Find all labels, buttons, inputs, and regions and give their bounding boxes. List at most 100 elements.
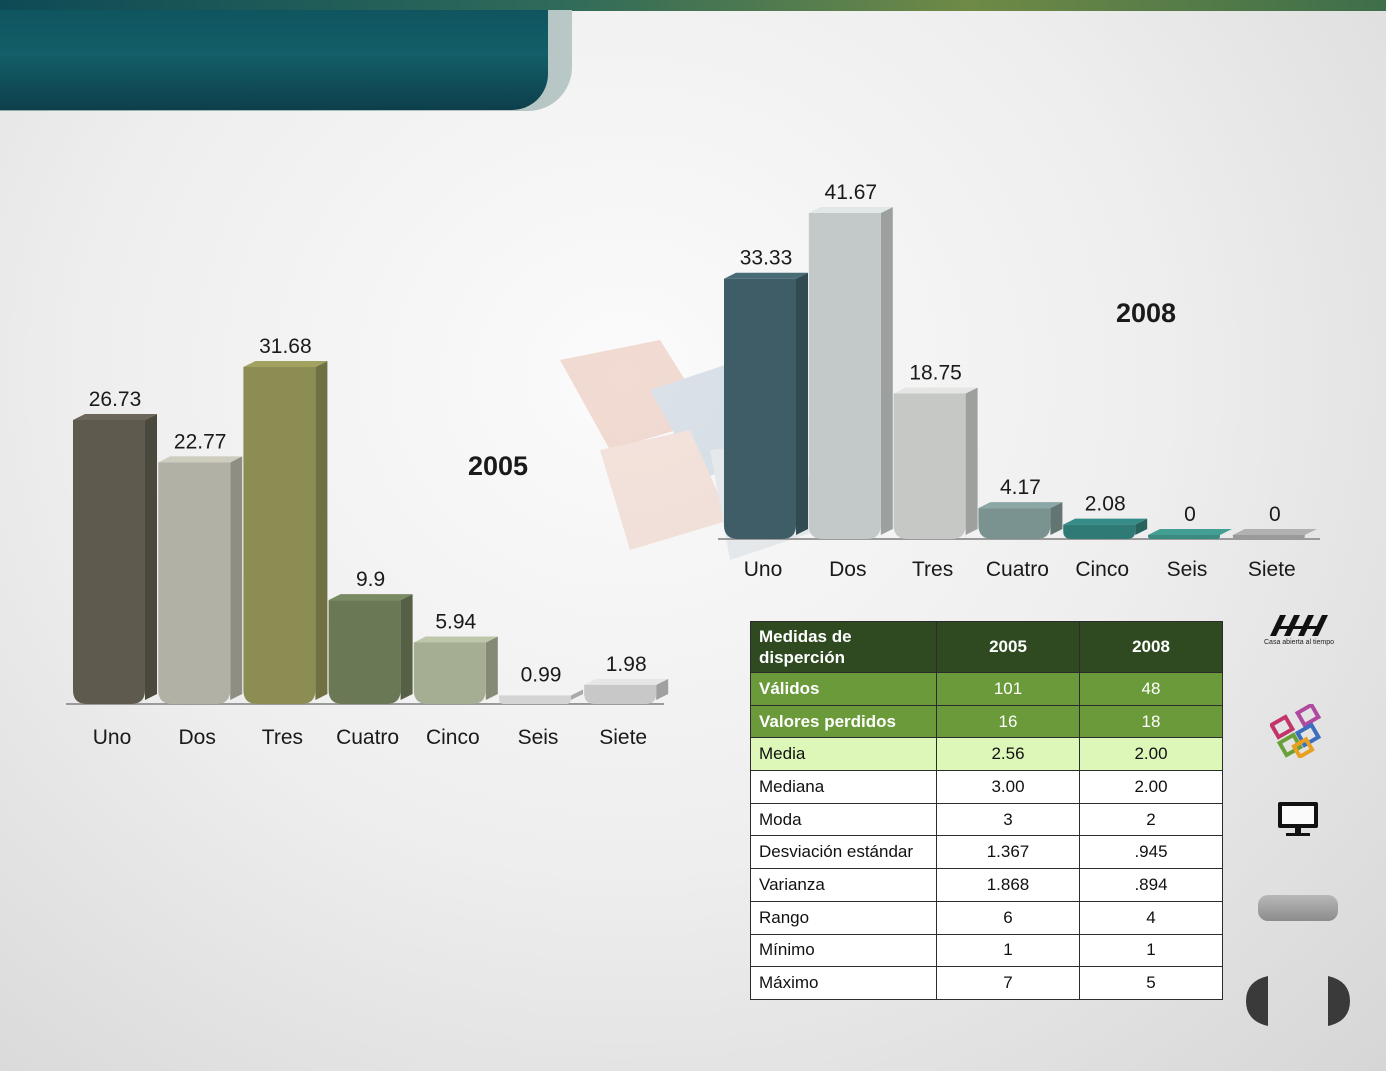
value-2005: 3 [936, 802, 1080, 837]
bar-top [499, 689, 583, 696]
category-label: Siete [1248, 558, 1296, 581]
table-row: Desviación estándar 1.367.945 [750, 835, 1223, 870]
table-row: Mediana 3.00 2.00 [750, 770, 1223, 804]
value-2005: 101 [936, 672, 1080, 706]
row-label: Mínimo [750, 933, 937, 968]
table-body: Válidos 101 48 Valores perdidos 16 18 Media 2.5… [750, 672, 1223, 1000]
uam-logo: Casa abierta al tiempo [1264, 612, 1334, 652]
value-2005: 1.367 [936, 835, 1080, 870]
category-label: Tres [262, 726, 303, 749]
bar-cuatro [328, 600, 401, 704]
bar-top [73, 413, 157, 420]
monitor-icon[interactable] [1276, 800, 1320, 838]
colored-blocks-icon[interactable] [1270, 704, 1326, 758]
bar-value-label: 31.68 [259, 335, 312, 358]
category-label: Tres [912, 558, 953, 581]
category-label: Cinco [1075, 558, 1129, 581]
bar-value-label: 18.75 [909, 361, 962, 384]
chart-title: 2005 [468, 451, 528, 481]
bar-top [893, 387, 978, 394]
bar-value-label: 4.17 [1000, 476, 1041, 499]
bar-cinco [1063, 524, 1136, 539]
category-label: Seis [518, 726, 559, 749]
value-2005: 2.56 [936, 737, 1080, 772]
value-2008: .894 [1079, 868, 1223, 902]
bar-side [1050, 502, 1063, 535]
bar-value-label: 26.73 [89, 388, 142, 411]
category-label: Cuatro [986, 558, 1049, 581]
table-row: Válidos 101 48 [750, 672, 1223, 706]
value-2008: 2.00 [1079, 737, 1223, 772]
bar-value-label: 0 [1269, 503, 1281, 526]
value-2008: 4 [1079, 900, 1223, 935]
table-row: Media 2.56 2.00 [750, 737, 1223, 772]
row-label: Valores perdidos [750, 704, 937, 739]
row-label: Moda [750, 802, 937, 837]
bar-top [1063, 518, 1148, 525]
bar-top [1232, 529, 1317, 535]
category-label: Siete [599, 726, 647, 749]
row-label: Desviación estándar [750, 835, 937, 870]
row-label: Rango [750, 900, 937, 935]
bar-side [400, 594, 413, 700]
value-2005: 7 [936, 966, 1080, 1000]
category-label: Dos [179, 726, 216, 749]
row-label: Varianza [750, 868, 937, 902]
bar-value-label: 0.99 [521, 663, 562, 686]
bar-side [230, 456, 243, 700]
gray-button[interactable] [1258, 895, 1338, 921]
bar-top [808, 207, 893, 214]
table-header-2005: 2005 [936, 621, 1080, 673]
bar-top [724, 272, 808, 279]
table-row: Varianza 1.868.894 [750, 868, 1223, 902]
value-2008: 1 [1079, 933, 1223, 968]
bar-side [315, 361, 328, 700]
value-2005: 16 [936, 704, 1080, 739]
bar-dos [158, 462, 231, 704]
uam-logo-icon [1270, 615, 1328, 636]
bar-tres [243, 367, 316, 704]
bar-value-label: 9.9 [356, 568, 385, 591]
logo-caption: Casa abierta al tiempo [1264, 639, 1335, 646]
bar-uno [73, 419, 145, 704]
nav-next-icon[interactable] [1328, 976, 1350, 1026]
top-accent-bar [0, 0, 1386, 11]
bar-cuatro [978, 508, 1051, 539]
category-label: Dos [829, 558, 866, 581]
value-2005: 1.868 [936, 868, 1080, 902]
bar-value-label: 2.08 [1085, 493, 1126, 516]
chart-title: 2008 [1116, 298, 1176, 328]
bar-value-label: 41.67 [825, 181, 878, 204]
row-label: Válidos [750, 672, 937, 706]
nav-prev-icon[interactable] [1246, 976, 1268, 1026]
value-2008: 18 [1079, 704, 1223, 739]
value-2008: 2 [1079, 802, 1223, 837]
bar-side [796, 272, 808, 535]
bar-siete [584, 684, 657, 704]
bar-side [656, 678, 669, 700]
title-panel [0, 10, 548, 110]
bar-siete [1232, 535, 1305, 539]
bar-side [571, 689, 583, 700]
bar-value-label: 5.94 [435, 610, 476, 633]
bar-top [328, 594, 413, 601]
bar-dos [808, 213, 881, 539]
category-label: Uno [744, 558, 783, 581]
bar-cinco [413, 642, 486, 704]
row-label: Mediana [750, 770, 937, 804]
bar-tres [893, 393, 966, 539]
bar-seis [499, 695, 571, 704]
bar-side [1135, 518, 1148, 535]
table-row: Valores perdidos 16 18 [750, 704, 1223, 739]
category-label: Seis [1167, 558, 1208, 581]
table-header-2008: 2008 [1079, 621, 1223, 673]
table-row: Mínimo 1 1 [750, 933, 1223, 968]
bar-side [965, 387, 978, 535]
bar-side [485, 636, 498, 700]
table-row: Rango 6 4 [750, 900, 1223, 935]
row-label: Media [750, 737, 937, 772]
table-header-row: Medidas de disperción 2005 2008 [750, 621, 1223, 673]
bar-value-label: 0 [1184, 503, 1196, 526]
